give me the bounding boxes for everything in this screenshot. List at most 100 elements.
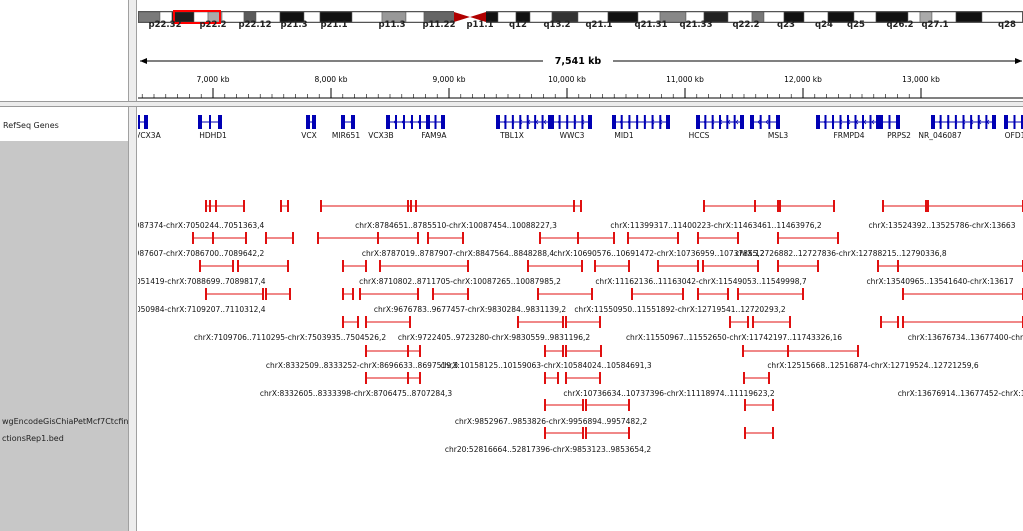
interaction-link[interactable] bbox=[565, 372, 601, 384]
interaction-link[interactable] bbox=[544, 427, 584, 439]
interaction-link[interactable] bbox=[777, 200, 835, 212]
interaction-link[interactable] bbox=[697, 232, 739, 244]
interaction-feature[interactable]: 3986743..6987374-chrX:7050244..7051363,4 bbox=[138, 221, 265, 230]
current-region-highlight[interactable] bbox=[173, 10, 221, 24]
gene-feature[interactable]: TBL1X bbox=[496, 115, 552, 140]
interaction-link[interactable] bbox=[192, 232, 214, 244]
header-data-divider[interactable] bbox=[0, 101, 1023, 107]
gene-feature[interactable]: MSL3 bbox=[750, 115, 788, 140]
interaction-feature[interactable]: chrX:8784651..8785510-chrX:10087454..100… bbox=[355, 221, 557, 230]
interaction-link[interactable] bbox=[205, 288, 264, 300]
interaction-link[interactable] bbox=[377, 232, 419, 244]
interaction-link[interactable] bbox=[280, 200, 289, 212]
interaction-link[interactable] bbox=[702, 260, 759, 272]
interaction-link[interactable] bbox=[631, 288, 684, 300]
interaction-link[interactable] bbox=[777, 260, 819, 272]
interaction-link[interactable] bbox=[359, 288, 419, 300]
interaction-feature[interactable]: chrX:8332605..8333398-chrX:8706475..8707… bbox=[260, 389, 452, 398]
track-name-bed[interactable]: wgEncodeGisChiaPetMcf7Ctcfin ctionsRep1.… bbox=[2, 413, 128, 447]
gene-feature[interactable]: WWC3 bbox=[550, 115, 592, 140]
interaction-link[interactable] bbox=[752, 316, 791, 328]
interaction-link[interactable] bbox=[744, 427, 774, 439]
interaction-feature[interactable]: chrX:12515668..12516874-chrX:12719524..1… bbox=[767, 361, 979, 370]
interaction-feature[interactable]: chrX:13676734..13677400-chrX bbox=[908, 333, 1023, 342]
interaction-link[interactable] bbox=[342, 288, 354, 300]
interaction-link[interactable] bbox=[320, 200, 412, 212]
chromosome-ideogram[interactable] bbox=[138, 10, 1023, 24]
interaction-feature[interactable]: :7050215..7050984-chrX:7109207..7110312,… bbox=[138, 305, 266, 314]
interaction-link[interactable] bbox=[743, 372, 770, 384]
interaction-link[interactable] bbox=[902, 316, 1023, 328]
interaction-link[interactable] bbox=[209, 200, 245, 212]
interaction-link[interactable] bbox=[703, 200, 756, 212]
interaction-feature[interactable]: 6987075..6987607-chrX:7086700..7089642,2 bbox=[138, 249, 265, 258]
gene-feature[interactable]: FAM9A bbox=[421, 115, 447, 140]
interaction-feature[interactable]: chrX:7109706..7110295-chrX:7503935..7504… bbox=[194, 333, 386, 342]
gene-feature[interactable]: NR_046087 bbox=[918, 115, 996, 140]
interaction-feature[interactable]: chrX:8787019..8787907-chrX:8847564..8848… bbox=[362, 249, 554, 258]
interaction-feature[interactable]: chrX:11162136..11163042-chrX:11549053..1… bbox=[595, 277, 807, 286]
interaction-feature[interactable]: chrX:8332509..8333252-chrX:8696633..8697… bbox=[266, 361, 458, 370]
interaction-link[interactable] bbox=[787, 345, 859, 357]
gene-feature[interactable]: MIR651 bbox=[332, 115, 360, 140]
refseq-gene-track[interactable]: VCX3A HDHD1 VCX MIR651 VCX3B FAM9A TBL1X WWC3 MI… bbox=[138, 110, 1023, 142]
interaction-link[interactable] bbox=[902, 288, 1023, 300]
interaction-feature[interactable]: :7050184..7051419-chrX:7088699..7089817,… bbox=[138, 277, 266, 286]
interaction-link[interactable] bbox=[265, 288, 291, 300]
interaction-link[interactable] bbox=[199, 260, 234, 272]
interaction-link[interactable] bbox=[744, 399, 774, 411]
interaction-feature[interactable]: chrX:10690576..10691472-chrX:10736959..1… bbox=[553, 249, 765, 258]
interaction-feature[interactable]: chrX:11399317..11400223-chrX:11463461..1… bbox=[610, 221, 822, 230]
interaction-link[interactable] bbox=[317, 232, 379, 244]
interaction-feature[interactable]: chrX:9852967..9853826-chrX:9956894..9957… bbox=[455, 417, 647, 426]
interaction-feature[interactable]: chrX:10736634..10737396-chrX:11118974..1… bbox=[563, 389, 775, 398]
chiapet-interaction-track[interactable]: 3986743..6987374-chrX:7050244..7051363,4… bbox=[138, 195, 1023, 531]
interaction-link[interactable] bbox=[742, 345, 789, 357]
interaction-link[interactable] bbox=[365, 316, 411, 328]
interaction-feature[interactable]: chrX:9676783..9677457-chrX:9830284..9831… bbox=[374, 305, 566, 314]
interaction-link[interactable] bbox=[565, 316, 601, 328]
interaction-link[interactable] bbox=[594, 260, 630, 272]
interaction-link[interactable] bbox=[897, 260, 1023, 272]
interaction-feature[interactable]: chrX:11550967..11552650-chrX:11742197..1… bbox=[626, 333, 842, 342]
interaction-link[interactable] bbox=[365, 345, 409, 357]
interaction-link[interactable] bbox=[577, 232, 615, 244]
interaction-feature[interactable]: chrX:13524392..13525786-chrX:13663 bbox=[869, 221, 1016, 230]
interaction-link[interactable] bbox=[544, 372, 559, 384]
interaction-link[interactable] bbox=[882, 200, 927, 212]
interaction-link[interactable] bbox=[927, 200, 1023, 212]
interaction-feature[interactable]: chrX:8710802..8711705-chrX:10087265..100… bbox=[359, 277, 561, 286]
gene-feature[interactable]: PRPS2 bbox=[879, 115, 911, 140]
interaction-link[interactable] bbox=[212, 232, 247, 244]
interaction-feature[interactable]: chrX:12726882..12727836-chrX:12788215..1… bbox=[735, 249, 947, 258]
interaction-link[interactable] bbox=[585, 399, 630, 411]
interaction-link[interactable] bbox=[407, 372, 421, 384]
interaction-link[interactable] bbox=[342, 316, 359, 328]
interaction-feature[interactable]: chrX:13676914..13677452-chrX:13 bbox=[898, 389, 1023, 398]
vertical-splitter[interactable] bbox=[128, 0, 137, 531]
interaction-link[interactable] bbox=[537, 288, 593, 300]
interaction-link[interactable] bbox=[342, 260, 367, 272]
interaction-link[interactable] bbox=[379, 260, 469, 272]
interaction-link[interactable] bbox=[697, 288, 729, 300]
gene-feature[interactable]: OFD1 bbox=[1004, 115, 1023, 140]
interaction-link[interactable] bbox=[573, 200, 582, 212]
interaction-link[interactable] bbox=[657, 260, 699, 272]
gene-feature[interactable]: HCCS bbox=[689, 115, 744, 140]
track-name-refseq[interactable]: RefSeq Genes bbox=[3, 121, 59, 130]
interaction-link[interactable] bbox=[585, 427, 630, 439]
interaction-link[interactable] bbox=[737, 288, 804, 300]
interaction-link[interactable] bbox=[777, 232, 839, 244]
interaction-link[interactable] bbox=[880, 316, 899, 328]
gene-feature[interactable]: VCX bbox=[301, 115, 317, 140]
interaction-link[interactable] bbox=[627, 232, 679, 244]
interaction-link[interactable] bbox=[237, 260, 289, 272]
interaction-link[interactable] bbox=[365, 372, 409, 384]
interaction-link[interactable] bbox=[410, 200, 575, 212]
interaction-link[interactable] bbox=[877, 260, 899, 272]
ruler[interactable]: 7,541 kb 7,000 kb 8,000 kb 9,000 kb 10,000 … bbox=[138, 50, 1023, 102]
interaction-link[interactable] bbox=[544, 399, 584, 411]
gene-feature[interactable]: FRMPD4 bbox=[816, 115, 880, 140]
interaction-link[interactable] bbox=[539, 232, 579, 244]
interaction-link[interactable] bbox=[754, 200, 781, 212]
